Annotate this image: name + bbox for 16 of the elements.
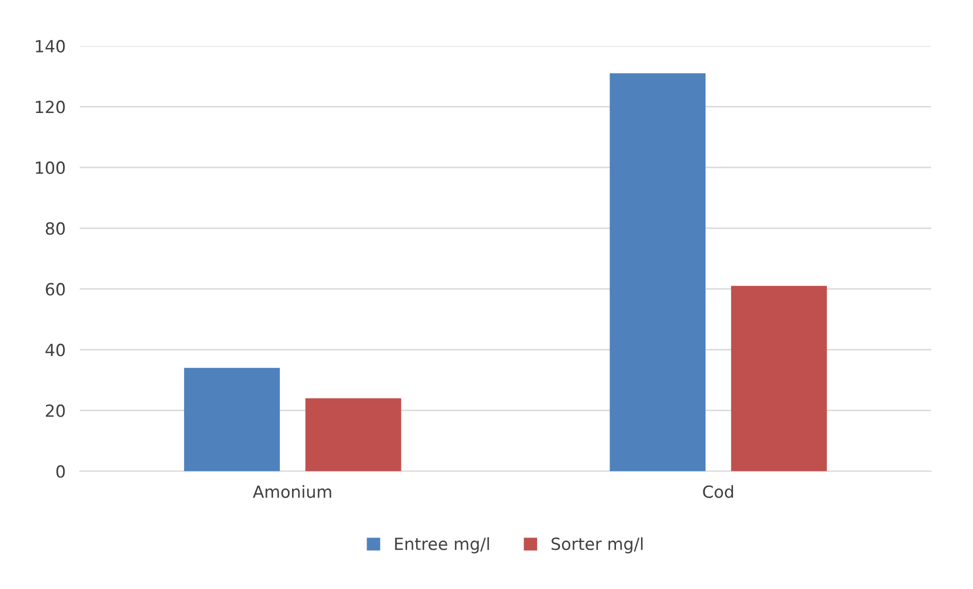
bar — [731, 286, 827, 472]
y-tick-label: 100 — [36, 161, 65, 174]
y-tick-label: 40 — [46, 344, 65, 356]
bar — [184, 368, 280, 472]
x-tick-label: Cod — [703, 485, 734, 498]
y-tick-label: 0 — [56, 465, 65, 478]
y-tick-label: 80 — [46, 222, 65, 235]
y-tick-label: 120 — [36, 100, 65, 114]
y-tick-label: 140 — [36, 40, 65, 53]
legend-label: Entree mg/l — [395, 537, 489, 554]
bar — [610, 73, 706, 472]
x-tick-label: Amonium — [252, 485, 332, 498]
legend-label: Sorter mg/l — [552, 537, 643, 554]
y-tick-label: 60 — [46, 282, 65, 296]
y-tick-label: 20 — [46, 404, 65, 418]
bar — [305, 398, 402, 472]
